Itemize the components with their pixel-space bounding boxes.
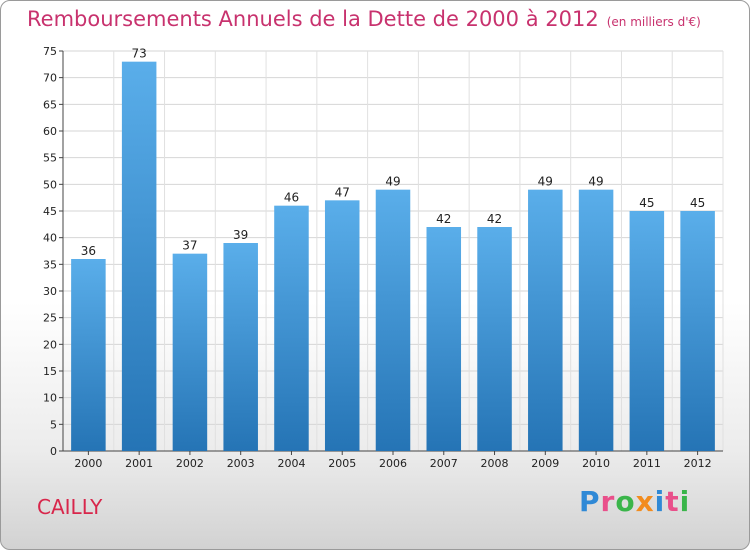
labels: 0 5 10 15 20 25 30 35 40 45 50 55 60 65 70 75 36 2000 73 20… xyxy=(43,45,712,470)
logo-letter: i xyxy=(654,485,666,518)
x-tick-label-2008: 2008 xyxy=(481,457,509,470)
logo-letter: o xyxy=(615,485,636,518)
x-tick-label-2002: 2002 xyxy=(176,457,204,470)
y-tick-label-30: 30 xyxy=(43,285,57,298)
y-tick-label-75: 75 xyxy=(43,45,57,58)
bar-2003 xyxy=(223,243,258,451)
bar-label-2005: 47 xyxy=(335,185,350,199)
bar-label-2009: 49 xyxy=(538,175,553,189)
bar-label-2012: 45 xyxy=(690,196,705,210)
y-tick-label-0: 0 xyxy=(50,445,57,458)
bar-2008 xyxy=(477,227,512,451)
logo-letter: x xyxy=(635,485,655,518)
y-tick-label-35: 35 xyxy=(43,258,57,271)
bar-2006 xyxy=(375,189,411,451)
x-tick-label-2005: 2005 xyxy=(328,457,356,470)
x-tick-label-2001: 2001 xyxy=(125,457,153,470)
y-tick-label-15: 15 xyxy=(43,365,57,378)
y-tick-label-55: 55 xyxy=(43,152,57,165)
y-tick-label-5: 5 xyxy=(50,418,57,431)
logo-letter: i xyxy=(679,485,691,518)
bar-2011 xyxy=(629,211,665,451)
x-tick-label-2009: 2009 xyxy=(531,457,559,470)
bar-label-2010: 49 xyxy=(588,175,603,189)
x-tick-label-2010: 2010 xyxy=(582,457,610,470)
bar-label-2003: 39 xyxy=(233,228,248,242)
bar-label-2000: 36 xyxy=(81,244,96,258)
y-tick-label-40: 40 xyxy=(43,232,57,245)
y-tick-label-25: 25 xyxy=(43,312,57,325)
bar-2005 xyxy=(324,200,360,451)
bar-label-2008: 42 xyxy=(487,212,502,226)
bar-2009 xyxy=(528,189,563,451)
bar-label-2006: 49 xyxy=(385,175,400,189)
x-tick-label-2000: 2000 xyxy=(74,457,102,470)
proxiti-logo[interactable]: Proxiti xyxy=(579,485,690,518)
bar-label-2007: 42 xyxy=(436,212,451,226)
logo-letter: r xyxy=(600,485,616,518)
bar-label-2002: 37 xyxy=(182,239,197,253)
bar-2000 xyxy=(71,259,106,451)
y-tick-label-45: 45 xyxy=(43,205,57,218)
y-tick-label-70: 70 xyxy=(43,72,57,85)
y-tick-label-20: 20 xyxy=(43,338,57,351)
bar-label-2004: 46 xyxy=(284,191,299,205)
y-tick-label-50: 50 xyxy=(43,178,57,191)
x-tick-label-2011: 2011 xyxy=(633,457,661,470)
x-tick-label-2003: 2003 xyxy=(227,457,255,470)
x-tick-label-2004: 2004 xyxy=(277,457,305,470)
town-name: CAILLY xyxy=(37,495,103,519)
y-tick-label-60: 60 xyxy=(43,125,57,138)
bars xyxy=(71,61,715,452)
bar-2001 xyxy=(121,61,157,452)
logo-letter: t xyxy=(665,485,680,518)
y-tick-label-65: 65 xyxy=(43,98,57,111)
bar-label-2001: 73 xyxy=(132,47,147,61)
x-tick-label-2007: 2007 xyxy=(430,457,458,470)
bar-2010 xyxy=(578,189,614,451)
bar-2012 xyxy=(680,211,715,451)
bar-label-2011: 45 xyxy=(639,196,654,210)
y-tick-label-10: 10 xyxy=(43,392,57,405)
chart-title: Remboursements Annuels de la Dette de 20… xyxy=(27,7,701,31)
logo-letter: P xyxy=(579,485,601,518)
x-tick-label-2006: 2006 xyxy=(379,457,407,470)
bar-2002 xyxy=(172,253,208,451)
bar-2004 xyxy=(274,205,309,451)
x-tick-label-2012: 2012 xyxy=(684,457,712,470)
chart-subtitle: (en milliers d'€) xyxy=(606,15,701,29)
bar-2007 xyxy=(426,227,462,451)
